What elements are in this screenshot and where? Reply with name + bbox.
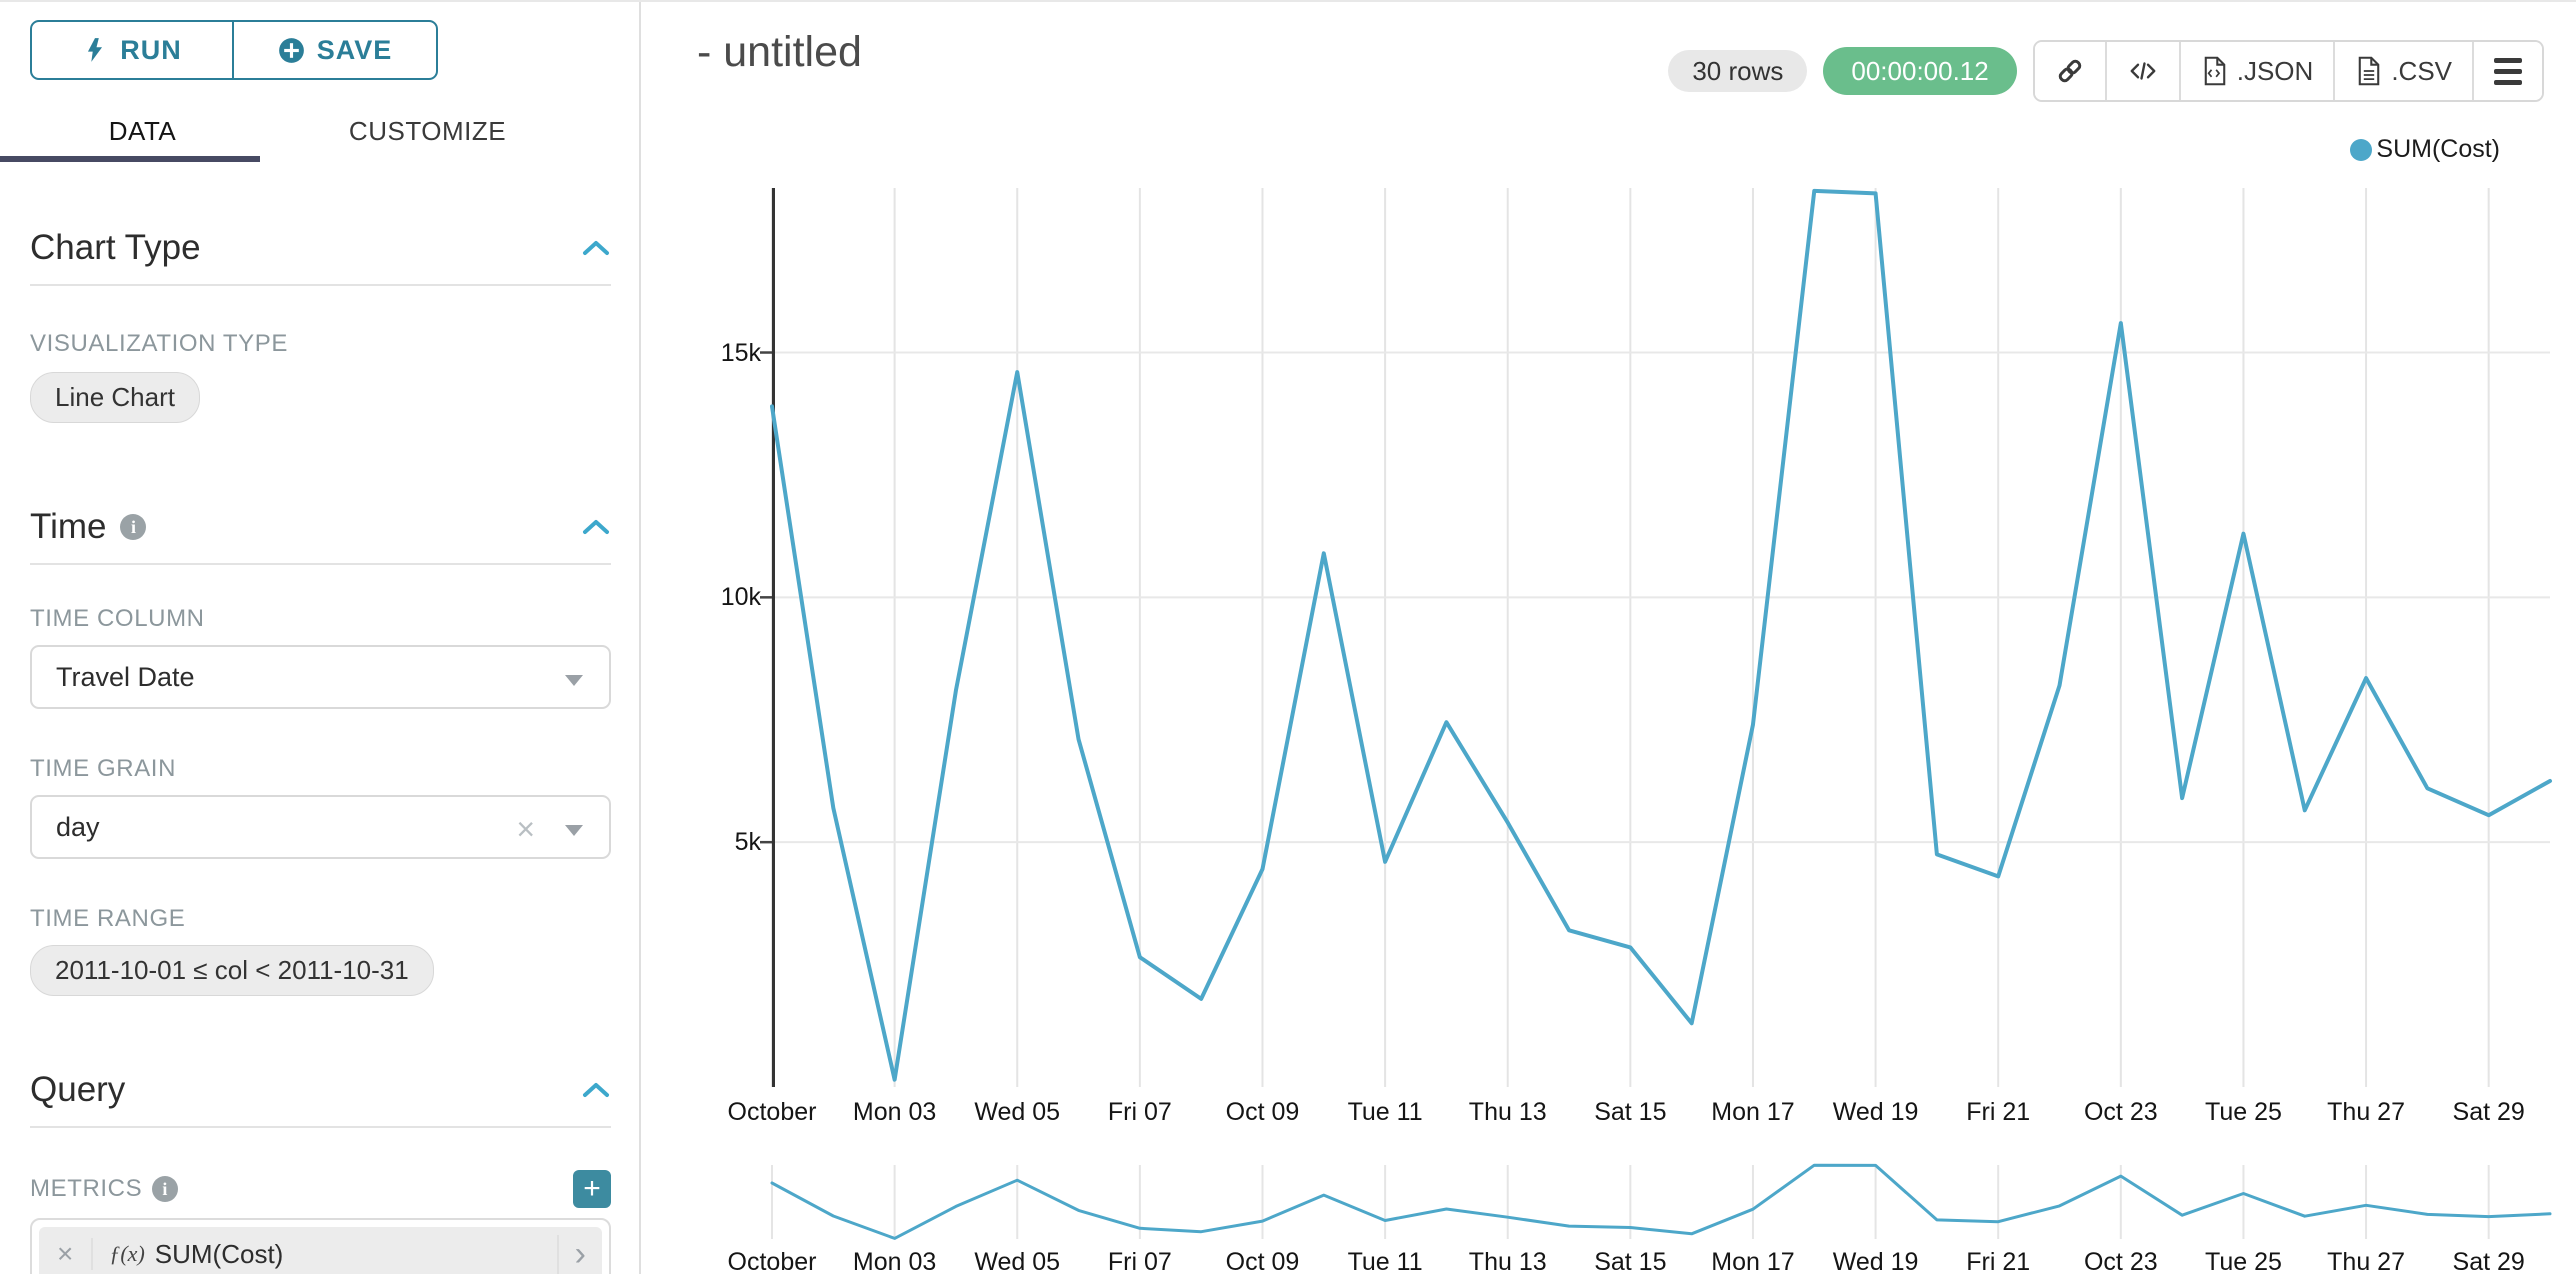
section-title-query: Query [30,1070,126,1109]
x-tick-label: Mon 03 [852,1098,937,1126]
active-tab-indicator [0,156,260,162]
json-file-icon [2204,56,2226,86]
export-json-button[interactable]: .JSON [2180,42,2336,100]
panel-tabs: DATA CUSTOMIZE [0,108,639,162]
chart-menu-button[interactable] [2474,42,2542,100]
bolt-icon [88,38,103,62]
run-button[interactable]: RUN [32,22,234,78]
x-tick-label: Thu 27 [2327,1098,2405,1126]
link-icon [2058,59,2081,83]
x-tick-label: Wed 19 [1832,1248,1919,1274]
x-tick-label: Mon 03 [852,1248,937,1274]
x-tick-label: Fri 07 [1107,1098,1172,1126]
row-count-badge: 30 rows [1668,50,1808,92]
x-tick-label: Mon 17 [1711,1098,1795,1126]
info-icon: i [152,1176,179,1202]
x-tick-label: Thu 13 [1468,1248,1547,1274]
code-icon [2130,62,2156,80]
x-tick-label: Thu 27 [2327,1248,2405,1274]
x-tick-label: Oct 09 [1225,1248,1300,1274]
x-tick-label: Thu 13 [1468,1098,1547,1126]
time-range-label: TIME RANGE [30,905,186,932]
viz-type-label: VISUALIZATION TYPE [30,330,288,357]
tab-data[interactable]: DATA [108,116,177,146]
x-tick-label: Oct 09 [1225,1098,1300,1126]
save-label: SAVE [316,34,393,65]
x-tick-label: Wed 05 [974,1098,1061,1126]
x-tick-label: Wed 19 [1832,1098,1919,1126]
tab-customize[interactable]: CUSTOMIZE [348,116,507,146]
x-tick-label: Oct 23 [2083,1248,2158,1274]
panel-body: Chart Type VISUALIZATION TYPE Line Chart [0,228,639,1274]
expand-metric-icon[interactable]: › [556,1234,602,1274]
export-button-group: .JSON .CSV [2032,40,2544,102]
export-csv-button[interactable]: .CSV [2335,42,2474,100]
collapse-chevron-icon[interactable] [581,1080,611,1100]
x-tick-label: Sat 15 [1594,1248,1667,1274]
chart-title[interactable]: - untitled [697,28,862,76]
x-tick-label: Sat 29 [2452,1098,2525,1126]
csv-file-icon [2359,56,2380,86]
viz-type-pill[interactable]: Line Chart [30,372,200,423]
chart-container: - untitled 30 rows 00:00:00.12 [641,2,2576,1274]
focus-range-chart[interactable] [770,1163,2552,1240]
y-tick-label: 15k [720,338,761,367]
legend-series-dot [2350,138,2373,161]
x-tick-label: Fri 21 [1966,1098,2031,1126]
x-tick-label: Sat 29 [2452,1248,2525,1274]
legend-series-label: SUM(Cost) [2376,135,2500,163]
run-label: RUN [120,34,182,65]
x-tick-label: Fri 07 [1107,1248,1172,1274]
chart-legend[interactable]: SUM(Cost) [2350,135,2500,164]
time-grain-label: TIME GRAIN [30,755,177,782]
metrics-label: METRICS i [30,1175,179,1203]
query-actions: RUN SAVE [30,20,438,80]
remove-metric-icon[interactable]: × [39,1238,94,1270]
metrics-container: × ƒ(x) SUM(Cost) › [30,1218,611,1274]
x-tick-label: Tue 25 [2204,1098,2282,1126]
time-grain-select[interactable]: day × [30,795,611,859]
metric-item[interactable]: × ƒ(x) SUM(Cost) › [39,1227,602,1274]
x-tick-label: Sat 15 [1594,1098,1667,1126]
section-divider [30,284,611,286]
x-tick-label: Tue 11 [1347,1098,1423,1126]
query-timer-badge: 00:00:00.12 [1823,47,2017,95]
chart-header-controls: 30 rows 00:00:00.12 [1668,40,2544,102]
clear-icon[interactable]: × [516,811,535,847]
time-column-select[interactable]: Travel Date [30,645,611,709]
collapse-chevron-icon[interactable] [581,517,611,537]
time-range-pill[interactable]: 2011-10-01 ≤ col < 2011-10-31 [30,945,434,996]
y-tick-label: 10k [720,583,761,612]
control-panel: RUN SAVE DATA CUSTOMIZE [0,2,641,1274]
section-title-time: Time i [30,507,147,547]
caret-down-icon [565,825,583,836]
section-divider [30,563,611,565]
info-icon: i [120,514,147,540]
plus-circle-icon [278,37,304,63]
share-link-button[interactable] [2034,42,2107,100]
x-tick-label: Mon 17 [1711,1248,1795,1274]
x-tick-label: October [727,1248,817,1274]
add-metric-button[interactable]: + [573,1170,611,1208]
x-tick-label: Fri 21 [1966,1248,2031,1274]
x-tick-label: Wed 05 [974,1248,1061,1274]
x-tick-label: October [727,1098,817,1126]
section-title-chart-type: Chart Type [30,228,201,267]
fx-icon: ƒ(x) [109,1241,145,1266]
section-divider [30,1126,611,1128]
y-tick-label: 5k [734,828,761,857]
collapse-chevron-icon[interactable] [581,238,611,258]
save-button[interactable]: SAVE [234,22,436,78]
metric-name: ƒ(x) SUM(Cost) [109,1238,284,1269]
x-tick-label: Oct 23 [2083,1098,2158,1126]
x-tick-label: Tue 25 [2204,1248,2282,1274]
main-line-chart[interactable] [760,188,2552,1087]
hamburger-icon [2494,57,2522,85]
time-column-label: TIME COLUMN [30,605,205,632]
view-query-button[interactable] [2106,42,2181,100]
caret-down-icon [565,675,583,686]
x-tick-label: Tue 11 [1347,1248,1423,1274]
